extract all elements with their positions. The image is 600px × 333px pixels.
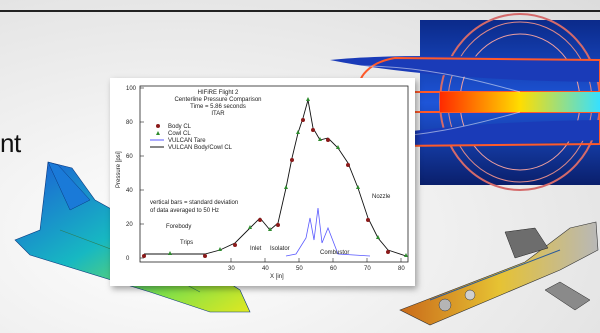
point-body bbox=[142, 254, 146, 258]
legend-entry: VULCAN Tare bbox=[168, 138, 206, 144]
y-tick-label: 20 bbox=[126, 222, 133, 228]
point-cowl bbox=[296, 130, 300, 134]
point-cowl bbox=[356, 185, 360, 189]
point-body bbox=[290, 158, 294, 162]
point-body bbox=[366, 218, 370, 222]
point-cowl bbox=[248, 225, 252, 229]
legend-marker-body bbox=[156, 124, 160, 128]
pressure-plot: 100 80 60 40 20 0 30 40 50 60 70 80 HIFiRE Flight … bbox=[110, 78, 415, 286]
point-cowl bbox=[404, 253, 408, 257]
point-cowl bbox=[268, 227, 272, 231]
point-body bbox=[346, 163, 350, 167]
plot-title-line: HIFiRE Flight 2 bbox=[198, 90, 239, 96]
point-cowl bbox=[168, 251, 172, 255]
point-body bbox=[386, 250, 390, 254]
legend-entry: Cowl CL bbox=[168, 131, 191, 137]
point-body bbox=[301, 118, 305, 122]
point-cowl bbox=[218, 247, 222, 251]
legend-entry: Body CL bbox=[168, 124, 192, 130]
series-tare-line bbox=[285, 207, 371, 257]
legend-marker-cowl bbox=[156, 131, 160, 135]
title-fragment: nt bbox=[0, 128, 21, 158]
y-tick-label: 80 bbox=[126, 120, 133, 126]
y-tick-label: 0 bbox=[126, 256, 130, 262]
x-tick-label: 60 bbox=[330, 266, 337, 272]
point-body bbox=[276, 223, 280, 227]
x-tick-label: 50 bbox=[296, 266, 303, 272]
region-isolator: Isolator bbox=[270, 246, 290, 252]
x-tick-labels: 30 40 50 60 70 80 bbox=[228, 258, 405, 272]
x-tick-label: 40 bbox=[262, 266, 269, 272]
x-tick-label: 80 bbox=[398, 266, 405, 272]
region-trips: Trips bbox=[180, 240, 193, 246]
region-inlet: Inlet bbox=[250, 246, 262, 252]
note-line-2: of data averaged to 50 Hz bbox=[150, 208, 219, 214]
region-nozzle: Nozzle bbox=[372, 194, 391, 200]
point-body bbox=[233, 243, 237, 247]
note-line-1: vertical bars = standard deviation bbox=[150, 200, 238, 206]
point-body bbox=[203, 254, 207, 258]
pressure-plot-svg: 100 80 60 40 20 0 30 40 50 60 70 80 HIFiRE Flight … bbox=[116, 85, 409, 280]
plot-series bbox=[142, 97, 408, 258]
plot-title-line: ITAR bbox=[211, 111, 225, 117]
x-tick-label: 70 bbox=[364, 266, 371, 272]
top-rule bbox=[0, 0, 600, 12]
region-combustor: Combustor bbox=[320, 250, 349, 256]
point-body bbox=[311, 128, 315, 132]
point-cowl bbox=[318, 137, 322, 141]
point-cowl bbox=[284, 185, 288, 189]
point-cowl bbox=[306, 97, 310, 101]
point-cowl bbox=[336, 145, 340, 149]
y-tick-label: 40 bbox=[126, 188, 133, 194]
y-tick-label: 60 bbox=[126, 154, 133, 160]
series-cfd-line bbox=[144, 99, 407, 257]
point-cowl bbox=[376, 235, 380, 239]
y-tick-labels: 100 80 60 40 20 0 bbox=[126, 86, 144, 262]
x-axis-label: X [in] bbox=[270, 274, 284, 280]
y-axis-label: Pressure [psi] bbox=[116, 151, 122, 188]
legend-entry: VULCAN Body/Cowl CL bbox=[168, 145, 233, 151]
point-body bbox=[326, 138, 330, 142]
point-body bbox=[258, 218, 262, 222]
y-tick-label: 100 bbox=[126, 86, 137, 92]
plot-frame bbox=[139, 85, 409, 263]
plot-title-line: Time = 5.86 seconds bbox=[190, 104, 246, 110]
plot-title-line: Centerline Pressure Comparison bbox=[174, 97, 261, 103]
x-tick-label: 30 bbox=[228, 266, 235, 272]
region-forebody: Forebody bbox=[166, 224, 191, 230]
